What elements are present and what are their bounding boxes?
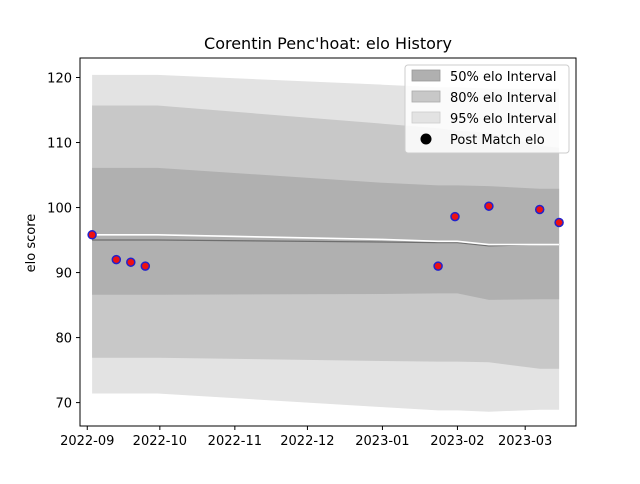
x-axis-ticks: 2022-09 2022-10 2022-11 2022-12 2023-01 2023-… bbox=[60, 426, 552, 449]
legend-box bbox=[404, 64, 570, 154]
legend-label-95: 95% elo Interval bbox=[450, 112, 557, 127]
x-tick-label: 2023-01 bbox=[355, 434, 409, 449]
post-match-point bbox=[140, 261, 151, 271]
post-match-points bbox=[87, 201, 564, 271]
x-tick-label: 2022-11 bbox=[208, 434, 262, 449]
y-axis-label: elo score bbox=[24, 214, 39, 273]
legend-swatch-95 bbox=[411, 111, 441, 124]
x-tick-label: 2023-02 bbox=[430, 434, 484, 449]
post-match-point bbox=[484, 201, 494, 211]
legend-label-80: 80% elo Interval bbox=[450, 91, 557, 106]
x-tick-label: 2022-12 bbox=[280, 434, 334, 449]
x-tick-label: 2023-03 bbox=[498, 434, 552, 449]
legend-label-50: 50% elo Interval bbox=[450, 70, 557, 85]
legend-swatch-50 bbox=[411, 69, 441, 82]
expected-elo-line bbox=[92, 234, 560, 246]
y-axis-ticks: 70 80 90 100 110 120 bbox=[47, 72, 80, 412]
plot-area-frame bbox=[79, 57, 577, 427]
y-tick-label: 80 bbox=[55, 332, 72, 347]
interval-bands bbox=[92, 74, 560, 412]
x-tick-label: 2022-10 bbox=[133, 434, 187, 449]
band-50-interval bbox=[92, 167, 560, 300]
legend-label-post-match: Post Match elo bbox=[450, 133, 545, 148]
y-tick-label: 110 bbox=[47, 137, 72, 152]
post-match-point bbox=[450, 211, 460, 222]
y-tick-label: 90 bbox=[55, 267, 72, 282]
chart-title: Corentin Penc'hoat: elo History bbox=[204, 34, 452, 53]
legend-marker-post-match bbox=[420, 133, 432, 145]
elo-lines bbox=[92, 234, 560, 247]
y-tick-label: 70 bbox=[55, 397, 72, 412]
x-tick-label: 2022-09 bbox=[60, 434, 114, 449]
post-match-point bbox=[554, 217, 564, 228]
post-match-point bbox=[534, 204, 545, 215]
post-match-point bbox=[87, 230, 97, 240]
y-tick-label: 120 bbox=[47, 72, 72, 87]
y-tick-label: 100 bbox=[47, 202, 72, 217]
post-match-point bbox=[433, 261, 443, 271]
post-match-point bbox=[111, 254, 122, 265]
legend-swatch-80 bbox=[411, 90, 441, 103]
chart-legend: 50% elo Interval 80% elo Interval 95% el… bbox=[404, 64, 570, 154]
post-match-point bbox=[126, 257, 136, 267]
